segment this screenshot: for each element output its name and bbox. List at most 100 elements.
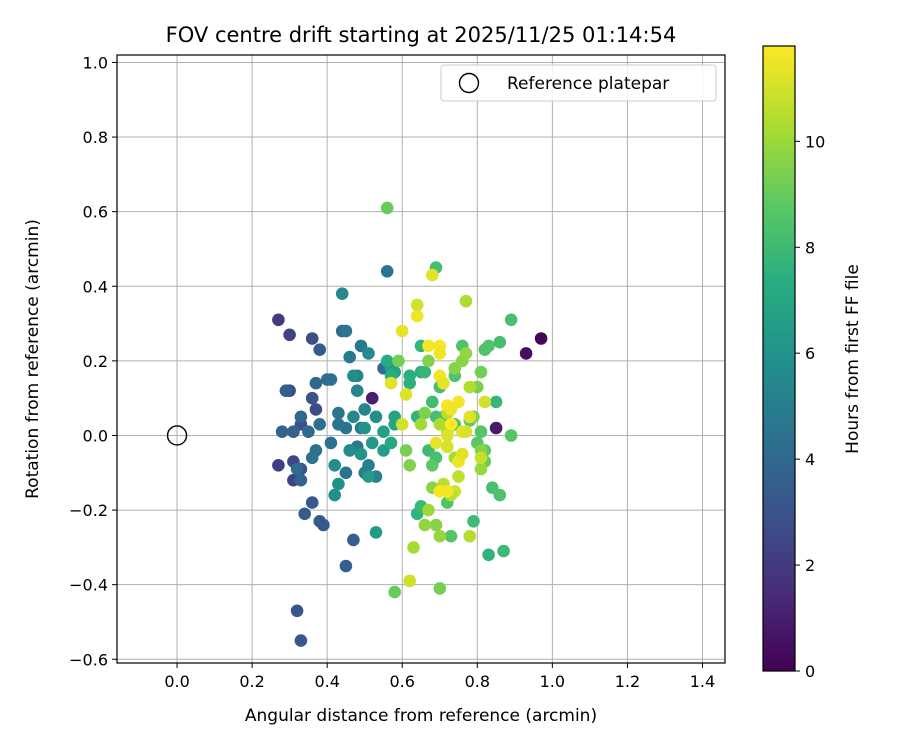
data-point <box>384 436 398 450</box>
data-point <box>294 473 308 487</box>
data-point <box>283 328 296 342</box>
data-point <box>272 459 285 472</box>
colorbar: 0 2 4 6 8 10 Hours from first FF file <box>762 45 863 681</box>
colorbar-tick-label: 10 <box>805 132 825 151</box>
data-point <box>463 529 477 543</box>
data-point <box>362 347 375 360</box>
data-point <box>467 515 480 528</box>
y-axis-ticks: −0.6 −0.4 −0.2 0.0 0.2 0.4 0.6 0.8 1.0 <box>69 53 117 669</box>
data-point <box>317 518 330 532</box>
data-point <box>474 462 488 476</box>
data-point <box>335 287 349 301</box>
colorbar-ticks: 0 2 4 6 8 10 <box>795 132 825 681</box>
data-point <box>410 309 424 323</box>
data-point <box>369 410 383 424</box>
data-point <box>482 548 495 562</box>
data-point <box>433 529 447 543</box>
data-point <box>504 313 518 327</box>
data-point <box>459 347 473 360</box>
data-point <box>395 324 409 338</box>
colorbar-tick-label: 4 <box>805 450 815 469</box>
plot-frame <box>116 54 726 664</box>
grid-lines <box>117 55 725 663</box>
data-point <box>290 462 304 476</box>
data-point <box>474 425 488 439</box>
x-tick-label: 1.0 <box>540 672 565 691</box>
data-point <box>384 376 398 390</box>
data-point <box>362 470 375 483</box>
legend-label: Reference platepar <box>507 74 669 94</box>
data-point <box>380 354 394 368</box>
data-point <box>534 332 548 345</box>
data-point <box>339 466 353 480</box>
x-axis-ticks: 0.0 0.2 0.4 0.6 0.8 1.0 1.2 1.4 <box>164 663 715 691</box>
data-point <box>459 294 473 308</box>
data-point <box>418 406 432 420</box>
data-point <box>294 410 308 424</box>
y-tick-label: −0.4 <box>69 576 108 595</box>
legend: Reference platepar <box>440 64 717 102</box>
data-point <box>474 365 488 379</box>
data-point <box>452 395 465 409</box>
x-tick-label: 0.6 <box>390 672 415 691</box>
data-point <box>302 425 315 439</box>
data-point <box>399 388 413 401</box>
data-point <box>418 518 432 532</box>
x-axis-label: Angular distance from reference (arcmin) <box>245 706 597 726</box>
data-point <box>407 541 420 554</box>
data-point <box>433 485 447 498</box>
data-point <box>422 354 435 368</box>
y-tick-label: 0.2 <box>83 352 108 371</box>
data-point <box>324 373 338 386</box>
data-point <box>403 459 417 472</box>
x-tick-label: 1.4 <box>690 672 715 691</box>
data-point <box>309 376 323 390</box>
data-point <box>339 559 353 573</box>
colorbar-tick-label: 8 <box>805 238 815 257</box>
data-point <box>452 470 465 483</box>
y-tick-label: 0.6 <box>83 203 108 222</box>
reference-platepar-marker <box>166 425 188 446</box>
data-point <box>444 529 458 543</box>
data-point <box>305 391 319 405</box>
data-point <box>380 201 394 215</box>
data-point <box>497 544 510 558</box>
data-point <box>403 574 417 588</box>
data-point <box>493 335 507 349</box>
reference-marker <box>166 425 188 446</box>
y-tick-label: 0.4 <box>83 277 108 296</box>
legend-marker <box>458 72 480 94</box>
data-point <box>343 444 357 457</box>
data-point <box>358 421 372 435</box>
data-point <box>426 268 439 282</box>
data-point <box>399 444 413 457</box>
data-point <box>422 339 435 353</box>
data-point <box>354 447 368 461</box>
data-point <box>328 459 342 472</box>
data-point <box>429 436 443 450</box>
chart-title: FOV centre drift starting at 2025/11/25 … <box>166 23 677 47</box>
data-point <box>493 488 507 502</box>
data-point <box>426 459 439 472</box>
colorbar-tick-label: 2 <box>805 556 815 575</box>
data-point <box>362 459 375 472</box>
data-point <box>441 429 454 442</box>
data-point <box>313 343 327 357</box>
data-point <box>489 395 503 409</box>
data-point <box>343 350 357 364</box>
data-point <box>519 347 533 360</box>
data-point <box>444 418 458 431</box>
data-points <box>272 201 548 647</box>
data-point <box>305 451 319 465</box>
data-point <box>305 332 319 345</box>
data-point <box>463 410 477 424</box>
y-tick-label: 0.8 <box>83 128 108 147</box>
data-point <box>392 354 405 368</box>
data-point <box>369 526 383 539</box>
data-point <box>275 425 289 439</box>
data-point <box>433 347 447 360</box>
data-point <box>418 365 432 379</box>
data-point <box>309 403 323 416</box>
data-point <box>429 518 443 532</box>
